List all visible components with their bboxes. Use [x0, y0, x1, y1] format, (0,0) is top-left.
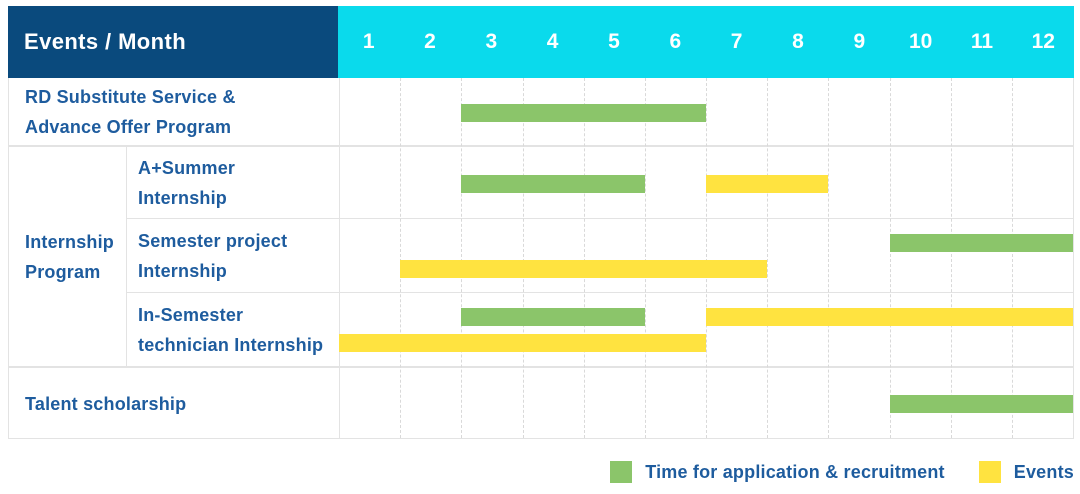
- row-divider: [9, 145, 1073, 147]
- gantt-chart-area: [339, 78, 1073, 438]
- subrow-divider: [126, 218, 1073, 219]
- gantt-row-talent-scholarship: [339, 367, 1073, 439]
- legend-label: Events: [1013, 461, 1074, 482]
- events-color-swatch-icon: [978, 461, 1001, 483]
- gantt-bar-recruitment: [461, 104, 706, 122]
- row-label-line: In-Semester: [138, 305, 244, 325]
- gantt-rows: [339, 78, 1073, 438]
- label-chart-divider: [339, 78, 340, 438]
- gantt-row-a-plus-summer-internship: [339, 146, 1073, 219]
- month-gridlines: [339, 78, 1073, 438]
- row-label-a-plus-summer-internship: A+Summer Internship: [138, 147, 339, 218]
- month-gridline: [828, 78, 830, 438]
- events-month-table: Events / Month 1 2 3 4 5 6 7 8 9 10 11 12 RD Substi…: [8, 6, 1074, 439]
- gantt-bar-events: [339, 334, 706, 352]
- month-header-6: 6: [669, 30, 682, 53]
- month-header-8: 8: [792, 30, 804, 53]
- gantt-row-in-semester-technician-internship: [339, 293, 1073, 367]
- month-header-12: 12: [1031, 30, 1055, 53]
- subrow-divider: [126, 292, 1073, 293]
- month-gridline: [767, 78, 769, 438]
- month-header-3: 3: [485, 30, 498, 53]
- gantt-bar-recruitment: [461, 308, 645, 326]
- gantt-bar-events: [706, 174, 829, 193]
- month-header-11: 11: [970, 30, 994, 53]
- gantt-bar-recruitment: [889, 234, 1073, 252]
- month-gridline: [644, 78, 646, 438]
- month-header-10: 10: [908, 30, 933, 53]
- month-gridline: [889, 78, 891, 438]
- legend: Time for application & recruitment Event…: [610, 456, 1074, 488]
- table-body: RD Substitute Service & Advance Offer Pr…: [8, 78, 1074, 439]
- group-label-line: Program: [25, 261, 101, 282]
- month-gridline: [583, 78, 585, 438]
- month-gridline: [522, 78, 524, 438]
- row-divider: [9, 366, 1073, 368]
- month-header-5: 5: [608, 30, 620, 53]
- events-month-header-cell: Events / Month: [8, 6, 338, 78]
- gantt-row-rd-substitute-service: [339, 78, 1073, 146]
- row-label-line: Internship: [138, 187, 228, 208]
- gantt-bar-recruitment: [461, 174, 645, 193]
- table-header: Events / Month 1 2 3 4 5 6 7 8 9 10 11 12: [8, 6, 1074, 78]
- legend-item-events: Events: [978, 461, 1074, 483]
- table-title: Events / Month: [24, 29, 187, 54]
- row-label-line: RD Substitute Service &: [25, 86, 236, 107]
- month-gridline: [706, 78, 707, 438]
- row-label-line: Talent scholarship: [25, 393, 187, 414]
- month-header-2: 2: [424, 30, 436, 53]
- month-header-1: 1: [362, 30, 375, 53]
- month-gridline: [1011, 78, 1013, 438]
- recruitment-color-swatch-icon: [610, 461, 633, 483]
- row-label-line: technician Internship: [138, 335, 324, 355]
- legend-label: Time for application & recruitment: [645, 461, 945, 482]
- month-header-7: 7: [730, 30, 743, 53]
- row-label-semester-project-internship: Semester project Internship: [138, 220, 339, 292]
- group-label-internship-program: Internship Program: [9, 147, 126, 366]
- row-label-line: Advance Offer Program: [25, 116, 232, 137]
- month-gridline: [400, 78, 402, 438]
- row-label-line: A+Summer: [138, 157, 236, 178]
- gantt-bar-events: [706, 308, 1073, 326]
- month-header-9: 9: [853, 30, 866, 53]
- row-label-rd-substitute-service: RD Substitute Service & Advance Offer Pr…: [9, 78, 339, 145]
- gantt-bar-events: [400, 260, 768, 278]
- month-header-4: 4: [546, 30, 559, 53]
- month-gridline: [950, 78, 952, 438]
- row-label-line: Semester project: [138, 231, 288, 251]
- gantt-bar-recruitment: [889, 395, 1073, 413]
- legend-item-recruitment: Time for application & recruitment: [610, 461, 945, 483]
- group-column-divider: [126, 145, 127, 368]
- group-label-line: Internship: [25, 231, 115, 252]
- month-gridline: [461, 78, 463, 438]
- row-label-in-semester-technician-internship: In-Semester technician Internship: [138, 294, 339, 366]
- month-header-row: 1 2 3 4 5 6 7 8 9 10 11 12: [338, 6, 1074, 78]
- row-label-line: Internship: [138, 261, 228, 281]
- gantt-row-semester-project-internship: [339, 219, 1073, 293]
- row-label-talent-scholarship: Talent scholarship: [9, 368, 339, 439]
